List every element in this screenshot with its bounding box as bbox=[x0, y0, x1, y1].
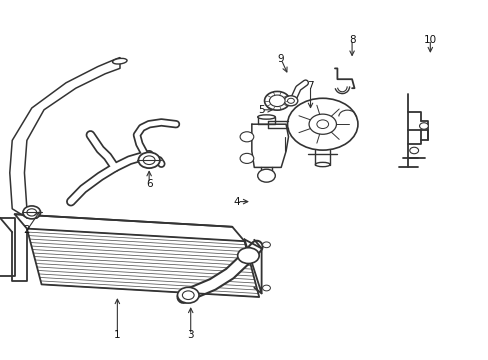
Circle shape bbox=[27, 209, 37, 216]
Circle shape bbox=[257, 169, 275, 182]
Circle shape bbox=[23, 206, 41, 219]
Circle shape bbox=[284, 96, 297, 106]
Circle shape bbox=[269, 95, 285, 107]
Text: 4: 4 bbox=[233, 197, 240, 207]
Circle shape bbox=[264, 91, 289, 110]
Circle shape bbox=[287, 98, 357, 150]
Circle shape bbox=[262, 242, 270, 248]
Text: 7: 7 bbox=[306, 81, 313, 91]
Text: 2: 2 bbox=[23, 225, 30, 235]
Text: 10: 10 bbox=[423, 35, 436, 45]
Circle shape bbox=[138, 152, 160, 168]
Circle shape bbox=[240, 132, 253, 142]
Circle shape bbox=[287, 98, 294, 103]
Circle shape bbox=[182, 291, 194, 300]
Circle shape bbox=[262, 285, 270, 291]
Circle shape bbox=[308, 114, 336, 134]
Ellipse shape bbox=[315, 162, 329, 167]
Text: 5: 5 bbox=[258, 105, 264, 115]
Circle shape bbox=[177, 287, 199, 303]
Circle shape bbox=[409, 147, 418, 154]
Text: 8: 8 bbox=[348, 35, 355, 45]
Circle shape bbox=[316, 120, 328, 129]
Circle shape bbox=[240, 153, 253, 163]
Circle shape bbox=[143, 156, 155, 165]
Text: 6: 6 bbox=[145, 179, 152, 189]
Ellipse shape bbox=[257, 115, 275, 119]
Text: 3: 3 bbox=[187, 330, 194, 340]
Text: 1: 1 bbox=[114, 330, 121, 340]
Text: 9: 9 bbox=[277, 54, 284, 64]
Circle shape bbox=[419, 123, 427, 129]
Circle shape bbox=[237, 248, 259, 264]
Ellipse shape bbox=[112, 58, 127, 64]
